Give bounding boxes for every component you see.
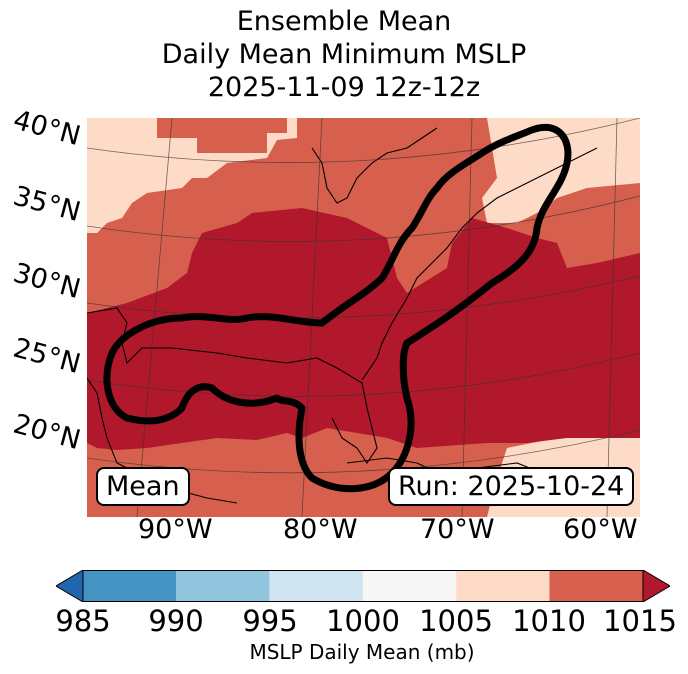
chart-title-line-3: 2025-11-09 12z-12z bbox=[207, 72, 481, 103]
lon-label-80w: 80°W bbox=[283, 514, 358, 545]
lat-label-20n: 20°N bbox=[9, 408, 84, 457]
lat-label-30n: 30°N bbox=[9, 257, 84, 306]
run-label-box: Run: 2025-10-24 bbox=[388, 467, 635, 506]
graticule bbox=[87, 118, 640, 517]
colorbar-segment-1000-1005 bbox=[362, 570, 457, 602]
field-1005-1010-east bbox=[482, 118, 640, 223]
colorbar-tick-1015: 1015 bbox=[603, 604, 677, 638]
colorbar-tick-1010: 1010 bbox=[512, 604, 586, 638]
mslp-contour bbox=[103, 123, 572, 493]
lat-label-35n: 35°N bbox=[9, 180, 84, 229]
lat-label-25n: 25°N bbox=[9, 332, 84, 381]
lon-label-90w: 90°W bbox=[138, 514, 213, 545]
colorbar bbox=[56, 570, 670, 602]
chart-title-line-2: Daily Mean Minimum MSLP bbox=[161, 39, 527, 70]
colorbar-segment-1010-1015 bbox=[549, 570, 643, 602]
lon-label-60w: 60°W bbox=[563, 514, 638, 545]
mslp-map bbox=[87, 118, 640, 517]
lat-label-40n: 40°N bbox=[9, 104, 84, 153]
colorbar-label: MSLP Daily Mean (mb) bbox=[249, 640, 475, 664]
colorbar-segment-995-1000 bbox=[269, 570, 363, 602]
chart-title-line-1: Ensemble Mean bbox=[236, 6, 452, 37]
colorbar-tick-995: 995 bbox=[242, 604, 298, 638]
colorbar-segment-990-995 bbox=[176, 570, 270, 602]
colorbar-tick-990: 990 bbox=[148, 604, 204, 638]
map-canvas bbox=[87, 118, 640, 517]
mean-label-box: Mean bbox=[96, 467, 190, 506]
colorbar-frame bbox=[82, 570, 644, 602]
field-1005-1010-northwest bbox=[87, 118, 297, 233]
colorbar-extend-high bbox=[642, 570, 670, 602]
lon-label-70w: 70°W bbox=[420, 514, 495, 545]
colorbar-extend-low bbox=[56, 570, 84, 602]
colorbar-segment-1005-1010 bbox=[456, 570, 550, 602]
colorbar-segment-985-990 bbox=[83, 570, 177, 602]
colorbar-tick-1005: 1005 bbox=[419, 604, 493, 638]
field-above-1015 bbox=[87, 208, 640, 450]
colorbar-tick-985: 985 bbox=[55, 604, 111, 638]
colorbar-tick-1000: 1000 bbox=[326, 604, 400, 638]
